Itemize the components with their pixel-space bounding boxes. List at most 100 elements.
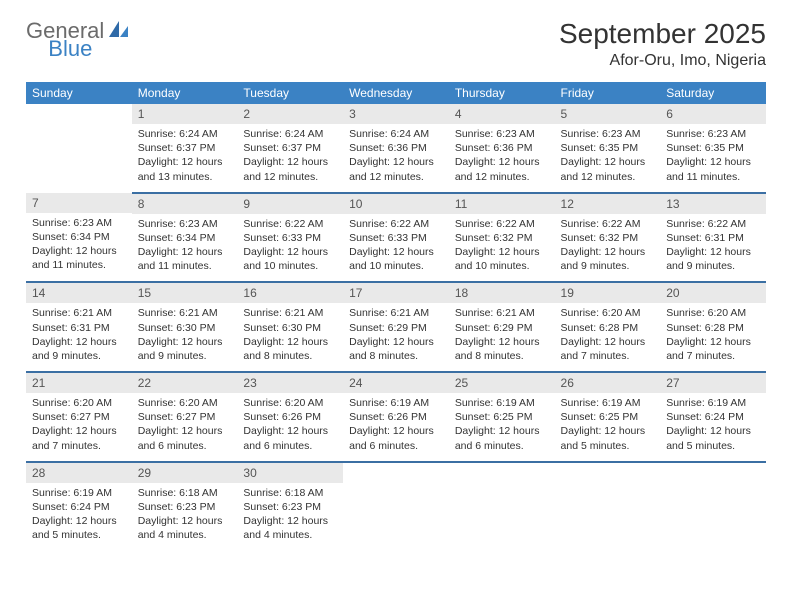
calendar-cell: 22Sunrise: 6:20 AMSunset: 6:27 PMDayligh… [132, 372, 238, 462]
day-number: 4 [449, 104, 555, 124]
daylight-line: Daylight: 12 hours and 5 minutes. [561, 424, 655, 452]
sunrise-line: Sunrise: 6:24 AM [349, 127, 443, 141]
sunset-line: Sunset: 6:32 PM [561, 231, 655, 245]
daylight-line: Daylight: 12 hours and 9 minutes. [32, 335, 126, 363]
day-data: Sunrise: 6:21 AMSunset: 6:30 PMDaylight:… [237, 303, 343, 371]
calendar-cell: 18Sunrise: 6:21 AMSunset: 6:29 PMDayligh… [449, 282, 555, 372]
daylight-line: Daylight: 12 hours and 10 minutes. [455, 245, 549, 273]
sunset-line: Sunset: 6:31 PM [666, 231, 760, 245]
calendar-cell: 8Sunrise: 6:23 AMSunset: 6:34 PMDaylight… [132, 193, 238, 283]
day-header: Monday [132, 82, 238, 104]
calendar-cell: 4Sunrise: 6:23 AMSunset: 6:36 PMDaylight… [449, 104, 555, 193]
daylight-line: Daylight: 12 hours and 9 minutes. [561, 245, 655, 273]
day-data: Sunrise: 6:19 AMSunset: 6:25 PMDaylight:… [449, 393, 555, 461]
daylight-line: Daylight: 12 hours and 5 minutes. [32, 514, 126, 542]
sunrise-line: Sunrise: 6:23 AM [561, 127, 655, 141]
daylight-line: Daylight: 12 hours and 5 minutes. [666, 424, 760, 452]
day-data: Sunrise: 6:24 AMSunset: 6:37 PMDaylight:… [237, 124, 343, 192]
sunset-line: Sunset: 6:27 PM [138, 410, 232, 424]
daylight-line: Daylight: 12 hours and 9 minutes. [138, 335, 232, 363]
day-data: Sunrise: 6:24 AMSunset: 6:36 PMDaylight:… [343, 124, 449, 192]
sunset-line: Sunset: 6:26 PM [349, 410, 443, 424]
day-number: 8 [132, 194, 238, 214]
calendar-cell: 17Sunrise: 6:21 AMSunset: 6:29 PMDayligh… [343, 282, 449, 372]
day-data: Sunrise: 6:20 AMSunset: 6:26 PMDaylight:… [237, 393, 343, 461]
sunrise-line: Sunrise: 6:21 AM [243, 306, 337, 320]
sunset-line: Sunset: 6:33 PM [243, 231, 337, 245]
sunrise-line: Sunrise: 6:18 AM [243, 486, 337, 500]
day-data: Sunrise: 6:20 AMSunset: 6:28 PMDaylight:… [555, 303, 661, 371]
sunset-line: Sunset: 6:24 PM [32, 500, 126, 514]
daylight-line: Daylight: 12 hours and 4 minutes. [243, 514, 337, 542]
day-data: Sunrise: 6:21 AMSunset: 6:29 PMDaylight:… [343, 303, 449, 371]
daylight-line: Daylight: 12 hours and 6 minutes. [243, 424, 337, 452]
day-number: 28 [26, 463, 132, 483]
daylight-line: Daylight: 12 hours and 6 minutes. [349, 424, 443, 452]
calendar-cell: 24Sunrise: 6:19 AMSunset: 6:26 PMDayligh… [343, 372, 449, 462]
sunset-line: Sunset: 6:31 PM [32, 321, 126, 335]
calendar-cell: 2Sunrise: 6:24 AMSunset: 6:37 PMDaylight… [237, 104, 343, 193]
calendar-cell [449, 462, 555, 551]
logo: General Blue [26, 18, 178, 44]
sunset-line: Sunset: 6:25 PM [561, 410, 655, 424]
calendar-cell: 14Sunrise: 6:21 AMSunset: 6:31 PMDayligh… [26, 282, 132, 372]
calendar-cell: 10Sunrise: 6:22 AMSunset: 6:33 PMDayligh… [343, 193, 449, 283]
calendar-cell: 19Sunrise: 6:20 AMSunset: 6:28 PMDayligh… [555, 282, 661, 372]
sunrise-line: Sunrise: 6:18 AM [138, 486, 232, 500]
sunset-line: Sunset: 6:23 PM [138, 500, 232, 514]
day-number: 15 [132, 283, 238, 303]
daylight-line: Daylight: 12 hours and 7 minutes. [32, 424, 126, 452]
logo-text-blue: Blue [48, 36, 92, 62]
calendar-cell: 25Sunrise: 6:19 AMSunset: 6:25 PMDayligh… [449, 372, 555, 462]
day-header: Friday [555, 82, 661, 104]
day-number: 10 [343, 194, 449, 214]
day-data: Sunrise: 6:22 AMSunset: 6:32 PMDaylight:… [555, 214, 661, 282]
location: Afor-Oru, Imo, Nigeria [559, 52, 766, 70]
day-data: Sunrise: 6:19 AMSunset: 6:24 PMDaylight:… [26, 483, 132, 551]
day-number: 11 [449, 194, 555, 214]
daylight-line: Daylight: 12 hours and 13 minutes. [138, 155, 232, 183]
day-number: 14 [26, 283, 132, 303]
sunset-line: Sunset: 6:37 PM [138, 141, 232, 155]
day-data: Sunrise: 6:22 AMSunset: 6:31 PMDaylight:… [660, 214, 766, 282]
calendar-cell: 20Sunrise: 6:20 AMSunset: 6:28 PMDayligh… [660, 282, 766, 372]
day-data: Sunrise: 6:23 AMSunset: 6:34 PMDaylight:… [132, 214, 238, 282]
day-number: 24 [343, 373, 449, 393]
sunrise-line: Sunrise: 6:23 AM [666, 127, 760, 141]
calendar-cell: 23Sunrise: 6:20 AMSunset: 6:26 PMDayligh… [237, 372, 343, 462]
calendar-cell: 5Sunrise: 6:23 AMSunset: 6:35 PMDaylight… [555, 104, 661, 193]
day-number: 18 [449, 283, 555, 303]
day-data: Sunrise: 6:19 AMSunset: 6:26 PMDaylight:… [343, 393, 449, 461]
sunrise-line: Sunrise: 6:21 AM [455, 306, 549, 320]
sunrise-line: Sunrise: 6:19 AM [349, 396, 443, 410]
sunrise-line: Sunrise: 6:20 AM [243, 396, 337, 410]
title-block: September 2025 Afor-Oru, Imo, Nigeria [559, 18, 766, 70]
calendar-table: SundayMondayTuesdayWednesdayThursdayFrid… [26, 82, 766, 550]
day-header: Wednesday [343, 82, 449, 104]
day-number: 19 [555, 283, 661, 303]
calendar-cell: 30Sunrise: 6:18 AMSunset: 6:23 PMDayligh… [237, 462, 343, 551]
day-data: Sunrise: 6:20 AMSunset: 6:27 PMDaylight:… [132, 393, 238, 461]
sunset-line: Sunset: 6:35 PM [561, 141, 655, 155]
logo-sail-icon [108, 20, 130, 43]
sunrise-line: Sunrise: 6:21 AM [138, 306, 232, 320]
daylight-line: Daylight: 12 hours and 6 minutes. [138, 424, 232, 452]
day-data: Sunrise: 6:20 AMSunset: 6:28 PMDaylight:… [660, 303, 766, 371]
sunset-line: Sunset: 6:27 PM [32, 410, 126, 424]
sunrise-line: Sunrise: 6:20 AM [666, 306, 760, 320]
day-number: 27 [660, 373, 766, 393]
sunset-line: Sunset: 6:32 PM [455, 231, 549, 245]
day-data: Sunrise: 6:22 AMSunset: 6:32 PMDaylight:… [449, 214, 555, 282]
sunrise-line: Sunrise: 6:19 AM [666, 396, 760, 410]
sunrise-line: Sunrise: 6:20 AM [561, 306, 655, 320]
day-data: Sunrise: 6:23 AMSunset: 6:35 PMDaylight:… [660, 124, 766, 192]
day-data: Sunrise: 6:18 AMSunset: 6:23 PMDaylight:… [132, 483, 238, 551]
sunset-line: Sunset: 6:30 PM [243, 321, 337, 335]
daylight-line: Daylight: 12 hours and 7 minutes. [666, 335, 760, 363]
day-header-row: SundayMondayTuesdayWednesdayThursdayFrid… [26, 82, 766, 104]
day-number: 30 [237, 463, 343, 483]
calendar-week: 21Sunrise: 6:20 AMSunset: 6:27 PMDayligh… [26, 372, 766, 462]
sunset-line: Sunset: 6:36 PM [455, 141, 549, 155]
day-data: Sunrise: 6:23 AMSunset: 6:34 PMDaylight:… [26, 213, 132, 281]
sunrise-line: Sunrise: 6:22 AM [243, 217, 337, 231]
